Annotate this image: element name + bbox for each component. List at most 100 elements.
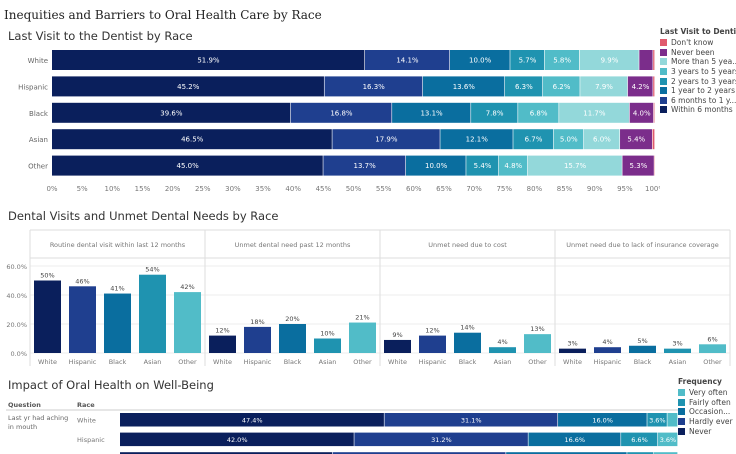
bar-segment-never-been[interactable] xyxy=(639,50,653,70)
legend-item[interactable]: Hardly ever xyxy=(678,417,736,427)
legend-item[interactable]: 2 years to 3 years xyxy=(660,76,736,86)
bar-segment-don-t-know[interactable] xyxy=(653,50,655,70)
bar-asian[interactable] xyxy=(139,274,166,353)
legend-label: 1 year to 2 years xyxy=(671,86,735,96)
bar-segment-don-t-know[interactable] xyxy=(653,102,655,123)
bar-segment-don-t-know[interactable] xyxy=(652,129,655,150)
bar-hispanic[interactable] xyxy=(244,326,271,353)
bar-other[interactable] xyxy=(349,322,376,353)
bar-segment-never-been[interactable] xyxy=(622,155,654,176)
legend-item[interactable]: More than 5 yea... xyxy=(660,57,736,67)
bar-segment-3-years-to-5-years[interactable] xyxy=(518,102,559,123)
bar-segment-more-than-5-years[interactable] xyxy=(559,102,630,123)
bar-white[interactable] xyxy=(34,280,61,354)
x-tick-label: 5% xyxy=(77,185,88,193)
bar-other[interactable] xyxy=(699,344,726,353)
bar-segment-3-years-to-5-years[interactable] xyxy=(542,76,580,97)
bar-other[interactable] xyxy=(524,334,551,353)
category-label: Asian xyxy=(494,358,512,366)
bar-segment-2-years-to-3-years[interactable] xyxy=(504,76,543,97)
bar-segment-more-than-5-years[interactable] xyxy=(580,76,628,97)
category-label: Black xyxy=(29,110,49,118)
bar-segment-1-year-to-2-years[interactable] xyxy=(422,76,505,97)
bar-segment-6-months-to-1-year[interactable] xyxy=(364,50,450,70)
legend-item[interactable]: Never xyxy=(678,426,736,436)
bar-segment-never[interactable] xyxy=(120,452,332,454)
bar-segment-hardly-ever[interactable] xyxy=(354,432,528,447)
bar-asian[interactable] xyxy=(314,338,341,354)
bar-segment-within-6-months[interactable] xyxy=(52,50,365,70)
bar-segment-within-6-months[interactable] xyxy=(52,129,332,150)
bar-white[interactable] xyxy=(384,339,411,353)
bar-segment-very-often[interactable] xyxy=(667,413,678,427)
bar-segment-don-t-know[interactable] xyxy=(653,76,655,97)
bar-white[interactable] xyxy=(559,348,586,353)
legend-item[interactable]: 6 months to 1 y... xyxy=(660,96,736,106)
x-tick-label: 10% xyxy=(105,185,121,193)
bar-black[interactable] xyxy=(629,345,656,353)
bar-segment-hardly-ever[interactable] xyxy=(332,452,506,454)
bar-segment-3-years-to-5-years[interactable] xyxy=(498,155,528,176)
bar-segment-more-than-5-years[interactable] xyxy=(527,155,622,176)
bar-hispanic[interactable] xyxy=(69,286,96,353)
bar-segment-6-months-to-1-year[interactable] xyxy=(324,76,423,97)
legend-item[interactable]: Occasion... xyxy=(678,407,736,417)
data-label: 45.2% xyxy=(177,83,200,91)
bar-segment-1-year-to-2-years[interactable] xyxy=(392,102,471,123)
bar-black[interactable] xyxy=(104,293,131,353)
bar-segment-1-year-to-2-years[interactable] xyxy=(440,129,513,150)
bar-segment-very-often[interactable] xyxy=(657,432,678,447)
bar-segment-never-been[interactable] xyxy=(629,102,654,123)
bar-segment-more-than-5-years[interactable] xyxy=(579,50,639,70)
bar-segment-1-year-to-2-years[interactable] xyxy=(449,50,510,70)
bar-segment-occasionally[interactable] xyxy=(528,432,621,447)
bar-segment-within-6-months[interactable] xyxy=(52,102,291,123)
bar-segment-fairly-often[interactable] xyxy=(621,432,658,447)
legend-item[interactable]: 1 year to 2 years xyxy=(660,86,736,96)
legend-item[interactable]: Within 6 months xyxy=(660,105,736,115)
bar-segment-fairly-often[interactable] xyxy=(647,413,667,427)
bar-segment-6-months-to-1-year[interactable] xyxy=(332,129,440,150)
bar-segment-occasionally[interactable] xyxy=(506,452,627,454)
legend-title: Last Visit to Dentist xyxy=(660,27,736,36)
bar-segment-very-often[interactable] xyxy=(654,452,678,454)
legend-item[interactable]: Very often xyxy=(678,388,736,398)
bar-segment-fairly-often[interactable] xyxy=(627,452,654,454)
chart2-title: Dental Visits and Unmet Dental Needs by … xyxy=(8,209,279,223)
bar-segment-1-year-to-2-years[interactable] xyxy=(405,155,466,176)
bar-asian[interactable] xyxy=(664,348,691,353)
bar-segment-2-years-to-3-years[interactable] xyxy=(471,102,518,123)
legend-item[interactable]: 3 years to 5 years xyxy=(660,67,736,77)
bar-segment-within-6-months[interactable] xyxy=(52,76,324,97)
legend-item[interactable]: Never been xyxy=(660,48,736,58)
legend-item[interactable]: Fairly often xyxy=(678,398,736,408)
bar-white[interactable] xyxy=(209,335,236,353)
bar-segment-never-been[interactable] xyxy=(627,76,653,97)
bar-segment-3-years-to-5-years[interactable] xyxy=(553,129,584,150)
bar-segment-6-months-to-1-year[interactable] xyxy=(323,155,406,176)
bar-segment-never[interactable] xyxy=(120,432,354,447)
bar-segment-2-years-to-3-years[interactable] xyxy=(513,129,554,150)
bar-segment-3-years-to-5-years[interactable] xyxy=(544,50,580,70)
data-label: 6.6% xyxy=(631,436,648,444)
bar-hispanic[interactable] xyxy=(419,335,446,353)
column-header-question: Question xyxy=(8,401,41,409)
bar-segment-2-years-to-3-years[interactable] xyxy=(466,155,499,176)
bar-segment-occasionally[interactable] xyxy=(558,413,647,427)
bar-hispanic[interactable] xyxy=(594,347,621,353)
legend-item[interactable]: Don't know xyxy=(660,38,736,48)
bar-segment-6-months-to-1-year[interactable] xyxy=(290,102,392,123)
bar-segment-never[interactable] xyxy=(120,413,384,427)
bar-segment-2-years-to-3-years[interactable] xyxy=(510,50,545,70)
bar-segment-hardly-ever[interactable] xyxy=(384,413,558,427)
bar-other[interactable] xyxy=(174,292,201,353)
data-label: 13.6% xyxy=(453,83,476,91)
bar-segment-never-been[interactable] xyxy=(620,129,652,150)
category-label: Asian xyxy=(144,358,162,366)
bar-black[interactable] xyxy=(454,332,481,353)
bar-segment-within-6-months[interactable] xyxy=(52,155,323,176)
bar-asian[interactable] xyxy=(489,347,516,353)
bar-black[interactable] xyxy=(279,324,306,353)
bar-segment-more-than-5-years[interactable] xyxy=(583,129,620,150)
x-tick-label: 65% xyxy=(436,185,452,193)
